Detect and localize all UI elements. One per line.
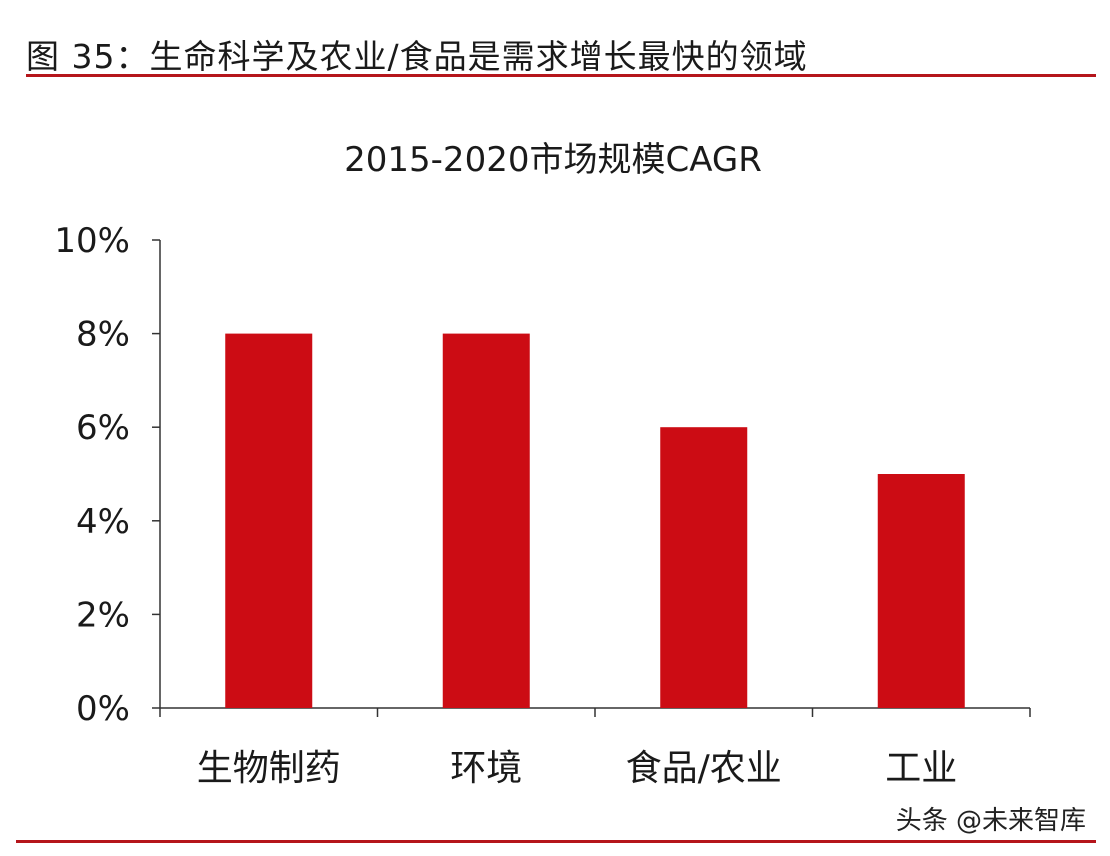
x-category-label: 生物制药 (197, 748, 341, 789)
y-tick-label: 0% (76, 689, 130, 729)
x-axis (159, 707, 1031, 717)
bar (225, 333, 313, 708)
figure-header: 图 35：生命科学及农业/食品是需求增长最快的领域 (26, 26, 1096, 78)
category-labels: 生物制药 环境 食品/农业 工业 (197, 748, 958, 789)
y-tick-label: 2% (76, 595, 130, 635)
watermark: 头条 @未来智库 (895, 806, 1086, 836)
y-tick-label: 6% (76, 408, 130, 448)
y-tick-label: 8% (76, 315, 130, 355)
figure-title: 图 35：生命科学及农业/食品是需求增长最快的领域 (26, 37, 808, 76)
y-tick-label: 4% (76, 502, 130, 542)
y-tick-label: 10% (54, 221, 130, 261)
chart-title: 2015-2020市场规模CAGR (344, 140, 762, 180)
bar (442, 333, 530, 708)
y-axis: 0% 2% 4% 6% 8% 10% (54, 221, 161, 729)
x-category-label: 环境 (450, 748, 522, 789)
top-divider (26, 74, 1096, 77)
bar (660, 427, 748, 708)
bars (225, 333, 965, 708)
bar (877, 474, 965, 708)
x-category-label: 工业 (885, 748, 957, 789)
x-category-label: 食品/农业 (626, 748, 782, 789)
bottom-divider (16, 840, 1096, 843)
